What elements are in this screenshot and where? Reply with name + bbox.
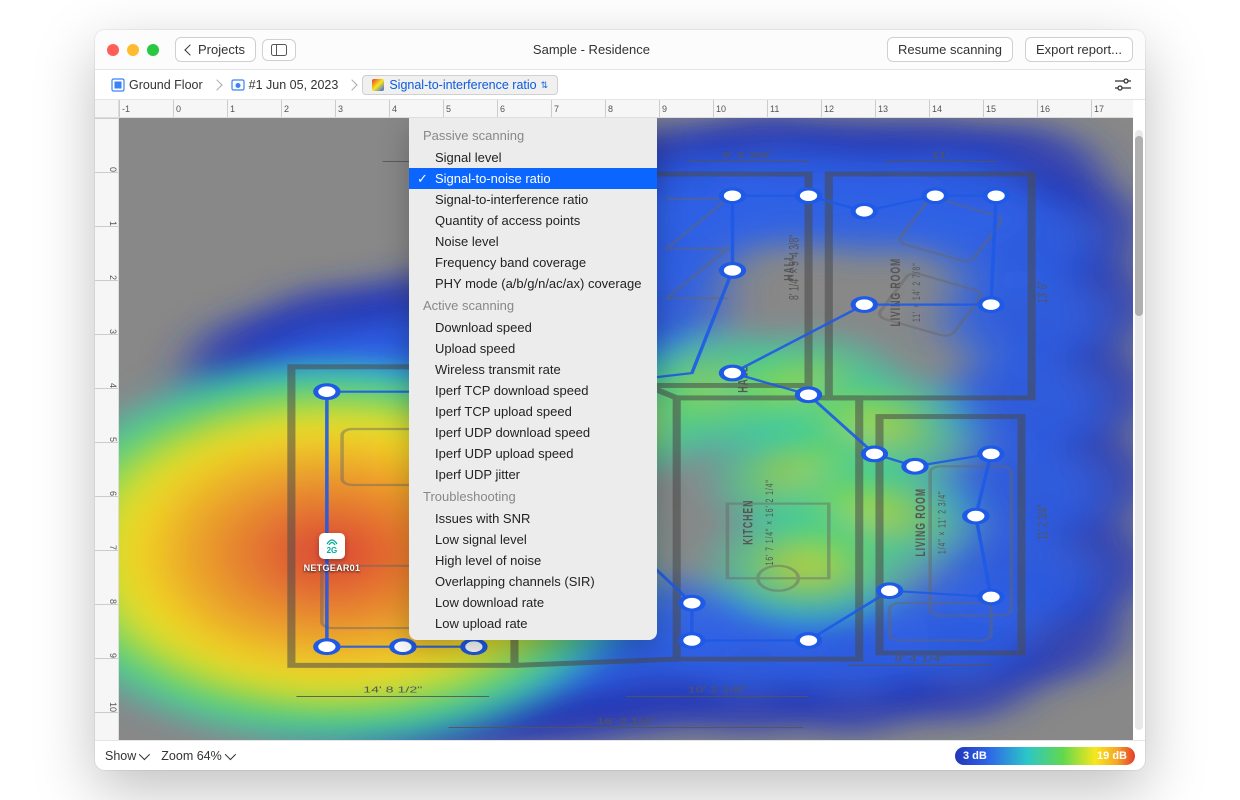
resume-scanning-button[interactable]: Resume scanning [887,37,1013,62]
svg-text:LIVING ROOM: LIVING ROOM [888,258,904,327]
svg-text:16' 7 1/4" × 16' 2 1/4": 16' 7 1/4" × 16' 2 1/4" [763,479,775,565]
dropdown-header: Active scanning [409,294,657,317]
svg-text:9' 4 3/8": 9' 4 3/8" [722,150,773,160]
traffic-lights[interactable] [107,44,159,56]
app-window: Projects Sample - Residence Resume scann… [95,30,1145,770]
svg-text:LIVING ROOM: LIVING ROOM [913,488,929,557]
dropdown-item[interactable]: Quantity of access points [409,210,657,231]
crumb-snapshot[interactable]: #1 Jun 05, 2023 [227,76,343,94]
dropdown-item[interactable]: Frequency band coverage [409,252,657,273]
zoom-menu[interactable]: Zoom 64% [161,749,232,763]
svg-text:11' × 14' 2 7/8": 11' × 14' 2 7/8" [910,262,922,322]
dropdown-item[interactable]: Iperf UDP download speed [409,422,657,443]
dropdown-item[interactable]: Noise level [409,231,657,252]
window-title: Sample - Residence [296,42,887,57]
floor-icon [111,78,125,92]
scrollbar-vertical[interactable] [1135,130,1143,730]
dropdown-item[interactable]: Low signal level [409,529,657,550]
chevron-right-icon [348,78,356,92]
dropdown-item[interactable]: Signal level [409,147,657,168]
dropdown-item[interactable]: Wireless transmit rate [409,359,657,380]
dropdown-item[interactable]: Iperf UDP jitter [409,464,657,485]
floorplan-canvas[interactable]: 8' 6 1/2"9' 4 3/8"11'14' 8 1/2"10' 2 1/8… [119,118,1133,740]
dropdown-item[interactable]: Iperf UDP upload speed [409,443,657,464]
svg-text:10' 2 1/8": 10' 2 1/8" [688,685,747,695]
crumb-metric-selector[interactable]: Signal-to-interference ratio ⇅ [362,75,557,95]
scrollbar-thumb[interactable] [1135,136,1143,316]
svg-text:KITCHEN: KITCHEN [741,500,757,545]
ap-label: NETGEAR01 [304,563,361,573]
show-menu[interactable]: Show [105,749,147,763]
dropdown-header: Passive scanning [409,124,657,147]
dropdown-item[interactable]: Signal-to-noise ratio [409,168,657,189]
svg-text:14' 8 1/2": 14' 8 1/2" [363,685,422,695]
ruler-vertical: 01234567891011 [95,118,119,740]
titlebar: Projects Sample - Residence Resume scann… [95,30,1145,70]
canvas-area: -101234567891011121314151617 01234567891… [95,100,1145,740]
dropdown-item[interactable]: High level of noise [409,550,657,571]
back-button[interactable]: Projects [175,37,256,62]
chevron-down-icon [139,748,150,759]
svg-text:16' 2 1/4": 16' 2 1/4" [596,716,655,726]
svg-text:11': 11' [932,150,949,160]
dropdown-item[interactable]: PHY mode (a/b/g/n/ac/ax) coverage [409,273,657,294]
legend-min: 3 dB [963,750,987,762]
sidebar-icon [271,44,287,56]
settings-button[interactable] [1113,75,1133,95]
crumb-floor[interactable]: Ground Floor [107,76,207,94]
svg-text:11' 2 3/4": 11' 2 3/4" [1035,505,1051,541]
svg-text:13' 6": 13' 6" [1035,281,1051,303]
snapshot-icon [231,78,245,92]
chevron-down-icon [224,748,235,759]
sliders-icon [1114,78,1132,92]
metric-dropdown[interactable]: Passive scanningSignal levelSignal-to-no… [409,118,657,640]
export-report-button[interactable]: Export report... [1025,37,1133,62]
svg-text:HALL: HALL [781,254,797,281]
ruler-corner [95,100,119,118]
chevron-right-icon [213,78,221,92]
dropdown-item[interactable]: Low download rate [409,592,657,613]
dropdown-item[interactable]: Low upload rate [409,613,657,634]
back-label: Projects [198,42,245,57]
svg-text:1/4" × 11' 2 3/4": 1/4" × 11' 2 3/4" [936,491,948,555]
ruler-horizontal: -101234567891011121314151617 [119,100,1133,118]
heatmap-icon [371,78,385,92]
updown-icon: ⇅ [541,81,549,89]
heatmap-legend: 3 dB 19 dB [955,747,1135,765]
legend-max: 19 dB [1097,750,1127,762]
dropdown-item[interactable]: Download speed [409,317,657,338]
dropdown-item[interactable]: Iperf TCP download speed [409,380,657,401]
dropdown-item[interactable]: Overlapping channels (SIR) [409,571,657,592]
dropdown-item[interactable]: Issues with SNR [409,508,657,529]
access-point[interactable]: 2G NETGEAR01 [319,533,345,573]
dropdown-header: Troubleshooting [409,485,657,508]
sidebar-toggle-button[interactable] [262,39,296,61]
statusbar: Show Zoom 64% 3 dB 19 dB [95,740,1145,770]
svg-text:8' 4 1/4": 8' 4 1/4" [894,654,945,664]
dropdown-item[interactable]: Signal-to-interference ratio [409,189,657,210]
ap-icon: 2G [319,533,345,559]
dropdown-item[interactable]: Iperf TCP upload speed [409,401,657,422]
breadcrumb-bar: Ground Floor #1 Jun 05, 2023 Signal-to-i… [95,70,1145,100]
dropdown-item[interactable]: Upload speed [409,338,657,359]
